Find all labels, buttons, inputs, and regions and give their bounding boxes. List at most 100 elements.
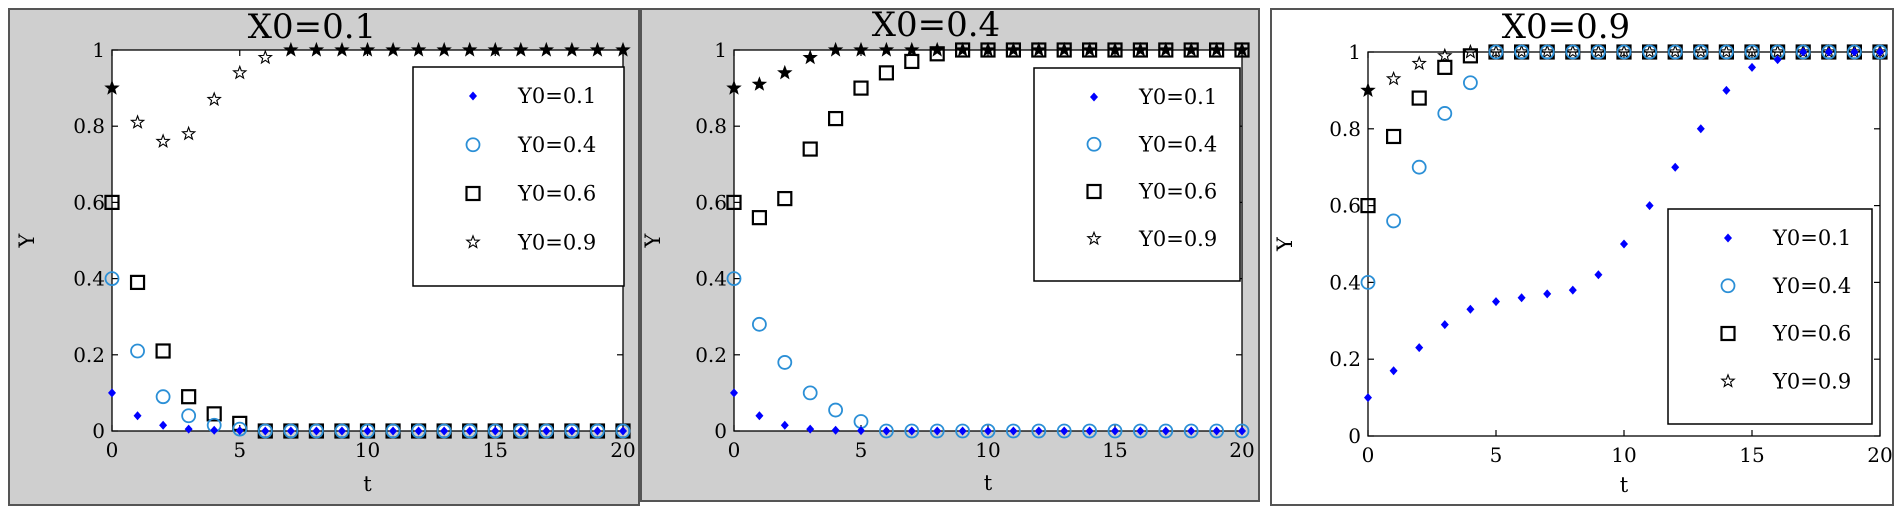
y-tick-label: 0 — [92, 419, 105, 443]
legend-label: Y0=0.4 — [517, 133, 596, 157]
data-point — [155, 133, 171, 148]
data-point — [1594, 270, 1603, 280]
chart-svg: X0=0.100.20.40.60.810 5 10 15 20tYY0=0.1Y0=0… — [8, 8, 640, 506]
data-point — [1031, 41, 1047, 57]
series-circle-1 — [1360, 44, 1888, 290]
y-tick-label: 0.4 — [73, 267, 105, 291]
data-point — [1385, 128, 1402, 145]
data-point — [593, 426, 602, 436]
legend-label: Y0=0.4 — [1772, 274, 1851, 298]
x-tick-label: 20 — [1867, 443, 1892, 467]
data-point — [1513, 43, 1530, 59]
data-point — [1411, 90, 1427, 106]
y-tick-label: 0.2 — [1329, 347, 1361, 371]
data-point — [513, 41, 529, 57]
data-point — [487, 423, 503, 439]
data-point — [751, 210, 768, 226]
data-point — [1385, 70, 1402, 86]
data-point — [235, 426, 244, 436]
y-axis-label: Y — [15, 232, 39, 248]
data-point — [752, 316, 767, 332]
data-point — [414, 426, 423, 436]
data-point — [411, 423, 427, 439]
legend-label: Y0=0.1 — [1772, 226, 1851, 250]
data-point — [1360, 82, 1376, 97]
data-point — [1183, 42, 1199, 58]
data-point — [1056, 42, 1072, 58]
data-point — [1158, 42, 1174, 58]
data-point — [1543, 289, 1552, 299]
data-point — [461, 41, 478, 57]
legend-marker — [465, 137, 481, 153]
data-point — [312, 426, 321, 436]
data-point — [904, 423, 920, 439]
data-point — [1590, 43, 1607, 59]
data-point — [542, 426, 551, 436]
legend-box — [412, 66, 625, 287]
data-point — [133, 411, 142, 421]
legend-marker — [1720, 373, 1736, 388]
data-point — [389, 426, 398, 436]
data-point — [1773, 55, 1782, 65]
data-point — [440, 426, 449, 436]
data-point — [958, 426, 967, 436]
y-tick-label: 0.8 — [1329, 117, 1361, 141]
data-point — [1641, 43, 1658, 59]
x-tick-label: 10 — [975, 438, 1000, 462]
x-axis-label: t — [1620, 473, 1629, 497]
data-point — [1389, 366, 1398, 376]
series-star-3 — [726, 41, 1250, 95]
data-point — [108, 388, 116, 398]
chart-panel-x0-0.4: X0=0.4 0 0.2 0.4 0.6 0.8 1 0 5 10 15 20 t Y Y0=0.1 Y0=0… — [640, 8, 1260, 502]
x-axis-label: t — [984, 471, 993, 495]
x-axis-label: t — [363, 472, 372, 496]
data-point — [1616, 43, 1632, 59]
data-point — [726, 194, 742, 210]
data-point — [261, 426, 270, 436]
data-point — [1034, 426, 1043, 436]
data-point — [726, 271, 742, 287]
data-point — [155, 389, 171, 405]
data-point — [1744, 44, 1760, 60]
legend-label: Y0=0.6 — [1138, 180, 1217, 204]
x-tick-label: 15 — [1102, 438, 1127, 462]
data-point — [1590, 44, 1606, 60]
data-point — [567, 426, 576, 436]
legend-label: Y0=0.4 — [1138, 132, 1217, 156]
legend-label: Y0=0.9 — [1138, 227, 1217, 251]
data-point — [827, 41, 844, 57]
chart-title: X0=0.9 — [1502, 8, 1630, 47]
data-point — [1031, 42, 1047, 58]
data-point — [1667, 44, 1683, 60]
legend-marker — [1086, 136, 1102, 152]
data-point — [104, 80, 120, 95]
data-point — [755, 411, 764, 421]
data-point — [1642, 44, 1658, 60]
data-point — [882, 426, 891, 436]
data-point — [1539, 44, 1555, 60]
data-point — [1466, 304, 1475, 314]
data-point — [334, 423, 350, 439]
data-point — [1208, 42, 1225, 58]
data-point — [206, 91, 222, 107]
x-tick-label: 0 — [1362, 443, 1375, 467]
data-point — [104, 271, 120, 287]
data-point — [904, 53, 920, 70]
data-point — [980, 423, 996, 439]
data-point — [1462, 48, 1478, 64]
data-point — [385, 41, 401, 57]
data-point — [286, 426, 295, 436]
legend-marker — [465, 234, 481, 249]
data-point — [385, 423, 401, 439]
data-point — [831, 425, 840, 435]
y-tick-label: 0 — [1348, 424, 1361, 448]
series-circle-1 — [104, 271, 631, 439]
data-point — [1209, 423, 1224, 439]
data-point — [308, 41, 325, 57]
data-point — [907, 426, 916, 436]
data-point — [1620, 239, 1628, 249]
data-point — [1212, 426, 1221, 436]
data-point — [590, 423, 605, 439]
data-point — [1082, 423, 1098, 439]
data-point — [828, 402, 844, 418]
